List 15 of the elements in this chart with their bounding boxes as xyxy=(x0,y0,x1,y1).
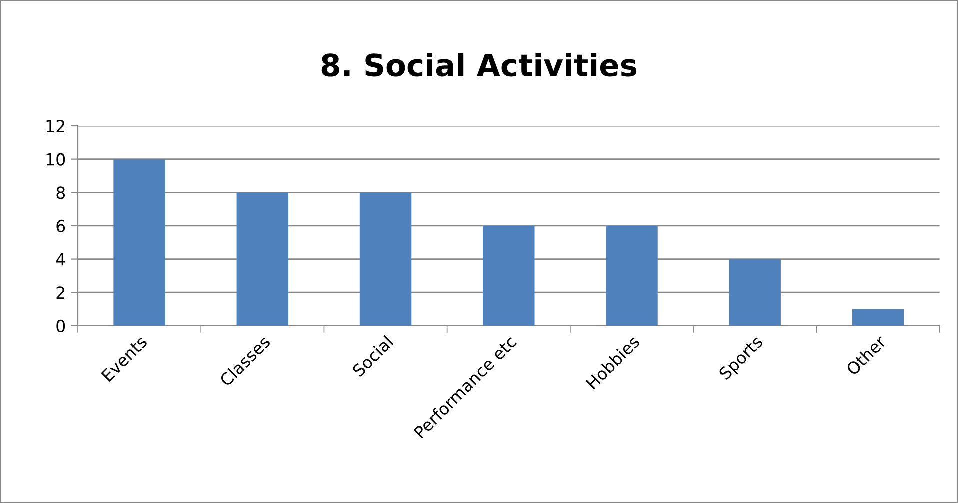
y-tick-label: 4 xyxy=(56,253,66,266)
y-tick-label: 2 xyxy=(56,286,65,299)
bar xyxy=(606,226,658,326)
y-tick-label: 0 xyxy=(56,320,66,333)
y-tick-label: 10 xyxy=(46,153,66,166)
y-tick-label: 8 xyxy=(56,186,66,200)
bar xyxy=(236,192,289,326)
bar xyxy=(729,259,781,326)
y-tick-label: 12 xyxy=(46,120,65,132)
y-tick-label: 6 xyxy=(56,220,66,233)
bar xyxy=(852,309,904,326)
bar xyxy=(483,226,535,326)
chart-title: 8. Social Activities xyxy=(322,53,637,77)
bar xyxy=(114,159,166,326)
bar xyxy=(360,192,412,326)
